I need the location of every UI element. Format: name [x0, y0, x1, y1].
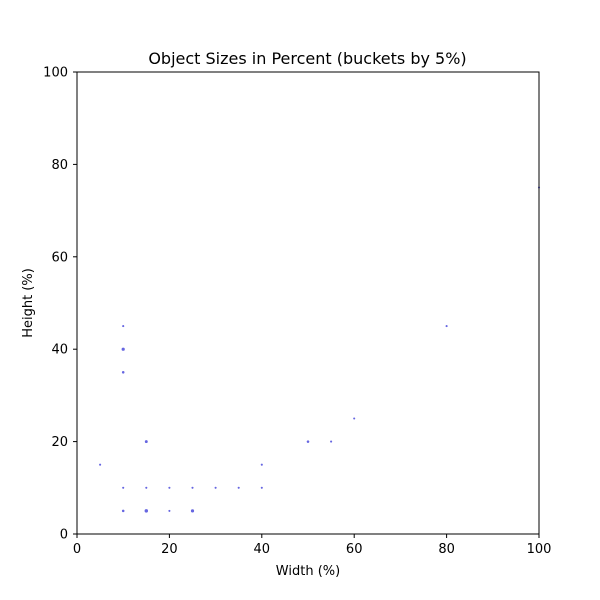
data-point	[168, 509, 171, 512]
y-axis-label: Height (%)	[21, 268, 36, 338]
data-point	[190, 509, 195, 513]
y-tick-label: 60	[51, 250, 68, 265]
data-point	[445, 325, 448, 328]
data-point	[330, 440, 333, 443]
data-point	[122, 325, 125, 328]
data-point	[260, 463, 263, 466]
x-tick-label: 20	[161, 542, 178, 557]
data-point	[191, 486, 194, 489]
x-tick-label: 100	[527, 542, 552, 557]
chart-title: Object Sizes in Percent (buckets by 5%)	[148, 49, 466, 68]
y-tick-label: 100	[43, 66, 68, 81]
data-point	[144, 440, 148, 444]
x-axis-label: Width (%)	[276, 564, 340, 579]
data-points	[99, 186, 541, 513]
data-point	[214, 486, 217, 489]
y-tick-label: 0	[60, 528, 68, 543]
data-point	[121, 509, 125, 513]
data-point	[145, 486, 148, 489]
x-tick-label: 60	[346, 542, 363, 557]
data-point	[168, 486, 171, 489]
data-point	[121, 347, 125, 351]
data-point	[306, 440, 310, 443]
data-point	[144, 509, 149, 513]
x-tick-label: 80	[438, 542, 455, 557]
plot-frame	[76, 71, 540, 535]
y-tick-label: 20	[51, 435, 68, 450]
data-point	[99, 463, 102, 466]
x-tick-label: 40	[254, 542, 271, 557]
y-tick-label: 40	[51, 343, 68, 358]
data-point	[260, 486, 263, 489]
data-point	[122, 486, 125, 489]
data-point	[121, 371, 125, 374]
data-point	[237, 486, 240, 489]
y-tick-label: 80	[51, 158, 68, 173]
x-tick-label: 0	[73, 542, 81, 557]
data-point	[353, 417, 356, 420]
x-axis-ticks: 0 20 40 60 80 100	[73, 534, 552, 557]
y-axis-ticks: 0 20 40 60 80 100	[43, 66, 77, 543]
